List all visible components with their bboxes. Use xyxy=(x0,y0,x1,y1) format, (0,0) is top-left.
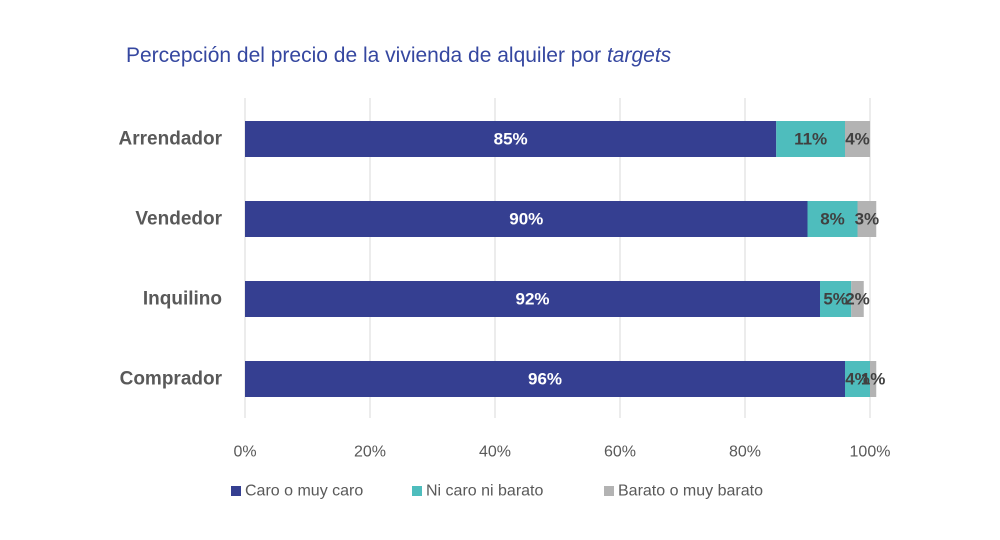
bar-segment xyxy=(870,361,877,397)
data-label: 11% xyxy=(794,130,827,149)
x-tick-label: 40% xyxy=(479,444,511,461)
data-label: 3% xyxy=(855,210,880,229)
category-label: Comprador xyxy=(120,369,223,390)
bar-segment xyxy=(245,281,820,317)
data-label: 1% xyxy=(861,370,886,389)
category-label: Inquilino xyxy=(143,289,222,310)
bar-segment xyxy=(857,201,877,237)
x-tick-label: 20% xyxy=(354,444,386,461)
bar-segment xyxy=(245,361,845,397)
data-label: 92% xyxy=(515,290,549,309)
x-tick-label: 100% xyxy=(850,444,891,461)
data-label: 5% xyxy=(823,290,848,309)
x-tick-label: 60% xyxy=(604,444,636,461)
bar-segment xyxy=(245,121,777,157)
bar-segment xyxy=(845,121,870,157)
bar-segment xyxy=(851,281,864,317)
data-label: 90% xyxy=(509,210,543,229)
legend-label: Barato o muy barato xyxy=(618,483,763,500)
legend-swatch xyxy=(412,486,422,496)
legend-swatch xyxy=(604,486,614,496)
x-tick-label: 0% xyxy=(233,444,256,461)
x-tick-label: 80% xyxy=(729,444,761,461)
legend-label: Caro o muy caro xyxy=(245,483,363,500)
data-label: 4% xyxy=(845,130,870,149)
chart-title-emphasis: targets xyxy=(606,44,672,67)
bar-segment xyxy=(807,201,858,237)
data-label: 2% xyxy=(845,290,870,309)
bar-segment xyxy=(820,281,852,317)
data-label: 8% xyxy=(820,210,845,229)
data-label: 96% xyxy=(528,370,562,389)
chart-title: Percepción del precio de la vivienda de … xyxy=(126,44,671,68)
bar-segment xyxy=(776,121,845,157)
bar-segment xyxy=(845,361,870,397)
category-label: Arrendador xyxy=(119,129,223,150)
legend-swatch xyxy=(231,486,241,496)
chart-title-main: Percepción del precio de la vivienda de … xyxy=(126,44,607,67)
bar-segment xyxy=(245,201,808,237)
category-label: Vendedor xyxy=(135,209,222,230)
data-label: 4% xyxy=(845,370,870,389)
legend-label: Ni caro ni barato xyxy=(426,483,543,500)
data-label: 85% xyxy=(494,130,528,149)
